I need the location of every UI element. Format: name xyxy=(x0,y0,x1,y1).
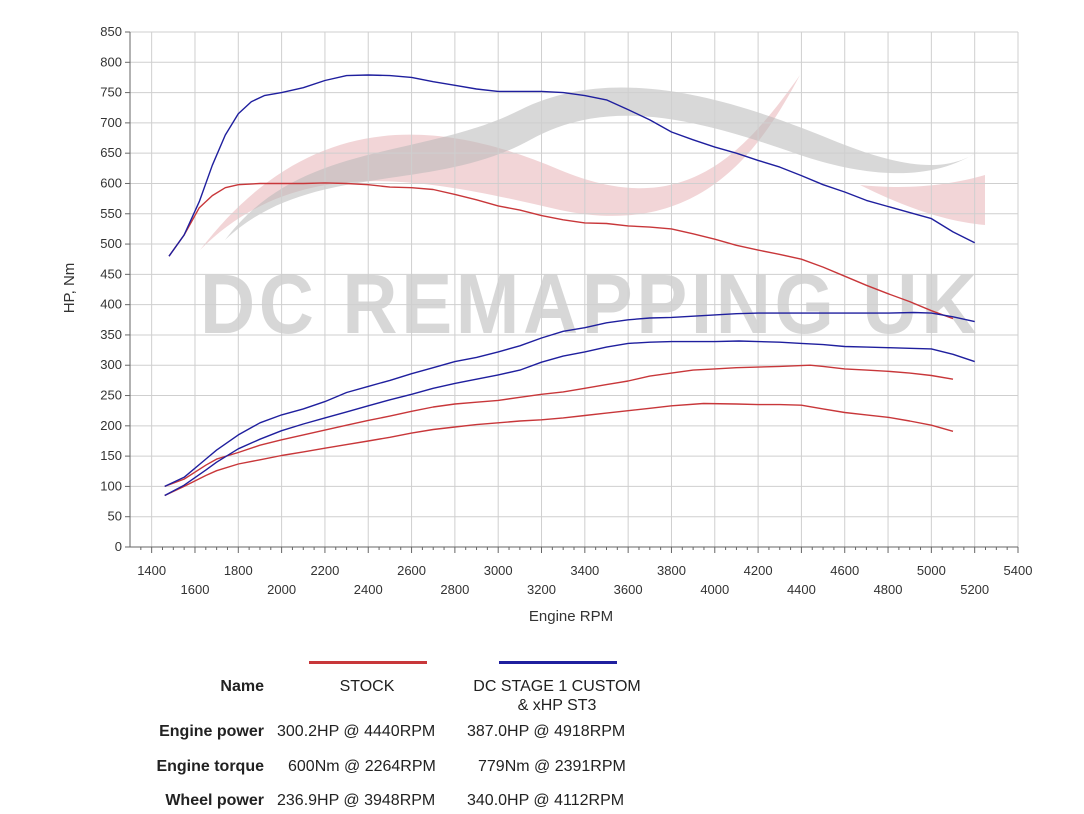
x-tick-label-upper: 1800 xyxy=(224,563,253,578)
y-tick-label: 100 xyxy=(100,478,122,493)
watermark: DC REMAPPING UK xyxy=(200,75,985,351)
x-tick-label-upper: 5000 xyxy=(917,563,946,578)
x-tick-label-lower: 3200 xyxy=(527,582,556,597)
y-tick-label: 800 xyxy=(100,54,122,69)
x-tick-label-lower: 2800 xyxy=(440,582,469,597)
x-tick-label-lower: 2400 xyxy=(354,582,383,597)
x-tick-label-upper: 1400 xyxy=(137,563,166,578)
y-tick-label: 200 xyxy=(100,418,122,433)
y-tick-label: 650 xyxy=(100,145,122,160)
y-tick-label: 850 xyxy=(100,24,122,39)
column-header-stage1-line2: & xHP ST3 xyxy=(517,697,597,714)
y-tick-label: 600 xyxy=(100,175,122,190)
stage1-engine-power: 387.0HP @ 4918RPM xyxy=(467,723,626,740)
name-header: Name xyxy=(220,678,264,695)
watermark-text: DC REMAPPING UK xyxy=(200,257,980,351)
y-tick-label: 150 xyxy=(100,448,122,463)
x-axis-title: Engine RPM xyxy=(529,608,613,625)
dyno-chart: DC REMAPPING UK 0 50 100 150 200 250 300 350 400… xyxy=(61,24,1032,625)
watermark-swoosh-red-tail xyxy=(860,175,985,225)
axes xyxy=(125,31,1019,553)
x-tick-label-upper: 4600 xyxy=(830,563,859,578)
legend-swatch-stock xyxy=(309,661,427,664)
tick-labels: 0 50 100 150 200 250 300 350 400 450 500 550 600 650 7… xyxy=(100,24,1032,597)
series-line-stock-engine-torque xyxy=(168,182,954,320)
row-label-wheel-power: Wheel power xyxy=(165,792,264,809)
series-line-stage1-wheel-power xyxy=(164,340,975,497)
watermark-swoosh-grey xyxy=(225,87,980,240)
x-tick-label-lower: 4000 xyxy=(700,582,729,597)
y-tick-label: 700 xyxy=(100,115,122,130)
x-tick-label-lower: 4400 xyxy=(787,582,816,597)
x-tick-label-lower: 5200 xyxy=(960,582,989,597)
series-line-stock-engine-power xyxy=(164,364,954,488)
row-label-engine-torque: Engine torque xyxy=(156,758,264,775)
stock-wheel-power: 236.9HP @ 3948RPM xyxy=(277,792,436,809)
watermark-swoosh-red xyxy=(200,75,800,250)
x-tick-label-lower: 2000 xyxy=(267,582,296,597)
y-tick-label: 500 xyxy=(100,236,122,251)
y-tick-label: 750 xyxy=(100,85,122,100)
x-tick-label-upper: 3000 xyxy=(484,563,513,578)
series-line-stage1-engine-torque xyxy=(168,74,976,257)
y-tick-label: 250 xyxy=(100,388,122,403)
y-tick-label: 550 xyxy=(100,206,122,221)
x-tick-label-upper: 2200 xyxy=(310,563,339,578)
x-tick-label-lower: 3600 xyxy=(614,582,643,597)
y-tick-label: 400 xyxy=(100,297,122,312)
x-tick-label-lower: 1600 xyxy=(181,582,210,597)
series-line-stage1-engine-power xyxy=(164,311,975,488)
stock-engine-torque: 600Nm @ 2264RPM xyxy=(288,758,436,775)
y-tick-label: 450 xyxy=(100,266,122,281)
series-line-stock-wheel-power xyxy=(164,402,954,497)
x-tick-label-lower: 4800 xyxy=(874,582,903,597)
column-header-stage1: DC STAGE 1 CUSTOM xyxy=(473,678,641,695)
grid xyxy=(130,31,1019,548)
x-tick-label-upper: 3400 xyxy=(570,563,599,578)
x-tick-label-upper: 4200 xyxy=(744,563,773,578)
y-tick-label: 0 xyxy=(115,539,122,554)
legend-swatch-stage1 xyxy=(499,661,617,664)
stage1-wheel-power: 340.0HP @ 4112RPM xyxy=(467,792,625,809)
row-label-engine-power: Engine power xyxy=(159,723,264,740)
x-tick-label-upper: 2600 xyxy=(397,563,426,578)
series-layer xyxy=(164,74,976,497)
stage1-engine-torque: 779Nm @ 2391RPM xyxy=(478,758,626,775)
summary-table: Name STOCK DC STAGE 1 CUSTOM & xHP ST3 E… xyxy=(0,650,1084,814)
x-tick-label-upper: 3800 xyxy=(657,563,686,578)
stock-engine-power: 300.2HP @ 4440RPM xyxy=(277,723,436,740)
y-axis-title: HP, Nm xyxy=(61,263,78,314)
y-tick-label: 350 xyxy=(100,327,122,342)
y-tick-label: 300 xyxy=(100,357,122,372)
x-tick-label-upper: 5400 xyxy=(1004,563,1033,578)
y-tick-label: 50 xyxy=(108,509,122,524)
column-header-stock: STOCK xyxy=(339,678,395,695)
